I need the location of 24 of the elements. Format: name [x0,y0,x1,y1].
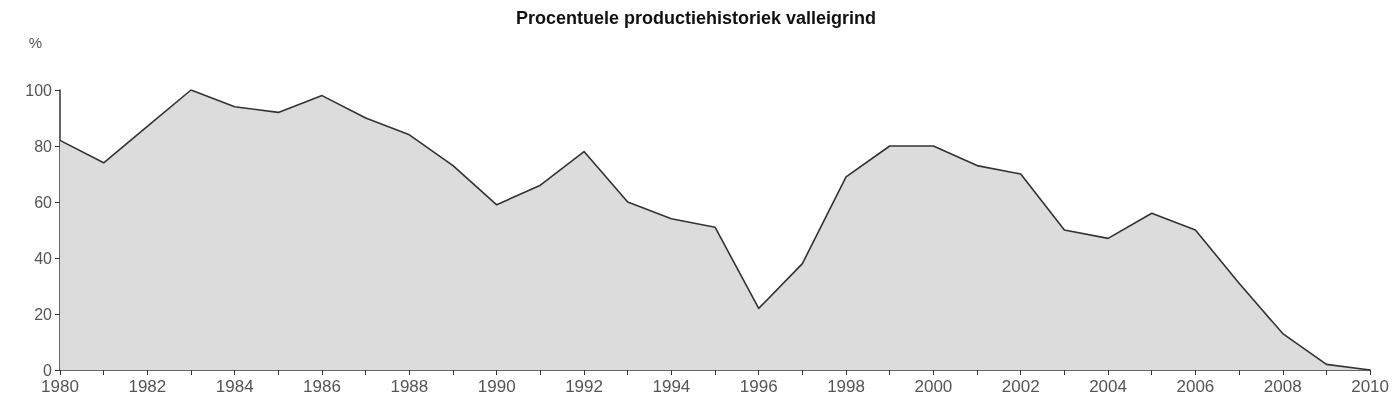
y-tick-label: 40 [34,249,53,267]
y-tick-label: 0 [43,361,53,379]
x-tick-label: 1980 [41,377,79,396]
x-tick-label: 1996 [739,377,778,396]
x-tick-label: 2006 [1176,377,1215,396]
x-tick-label: 2000 [914,377,953,396]
x-tick-label: 1982 [128,377,167,396]
x-tick-label: 2002 [1001,377,1040,396]
y-tick-label: 100 [25,81,53,99]
y-axis-title: % [28,34,42,51]
x-tick-label: 2004 [1089,377,1127,396]
x-tick-label: 1988 [390,377,429,396]
x-tick-label: 1998 [827,377,865,396]
x-tick-label: 2010 [1351,377,1389,396]
x-tick-label: 1994 [652,377,691,396]
y-tick-label: 20 [34,305,53,323]
y-tick-label: 60 [34,193,53,211]
x-tick-label: 1990 [477,377,516,396]
x-tick-label: 2008 [1263,377,1302,396]
x-tick-label: 1986 [303,377,341,396]
y-tick-label: 80 [34,137,53,155]
x-tick-label: 1984 [215,377,254,396]
x-tick-label: 1992 [565,377,603,396]
chart-title: Procentuele productiehistoriek valleigrind [515,8,877,28]
